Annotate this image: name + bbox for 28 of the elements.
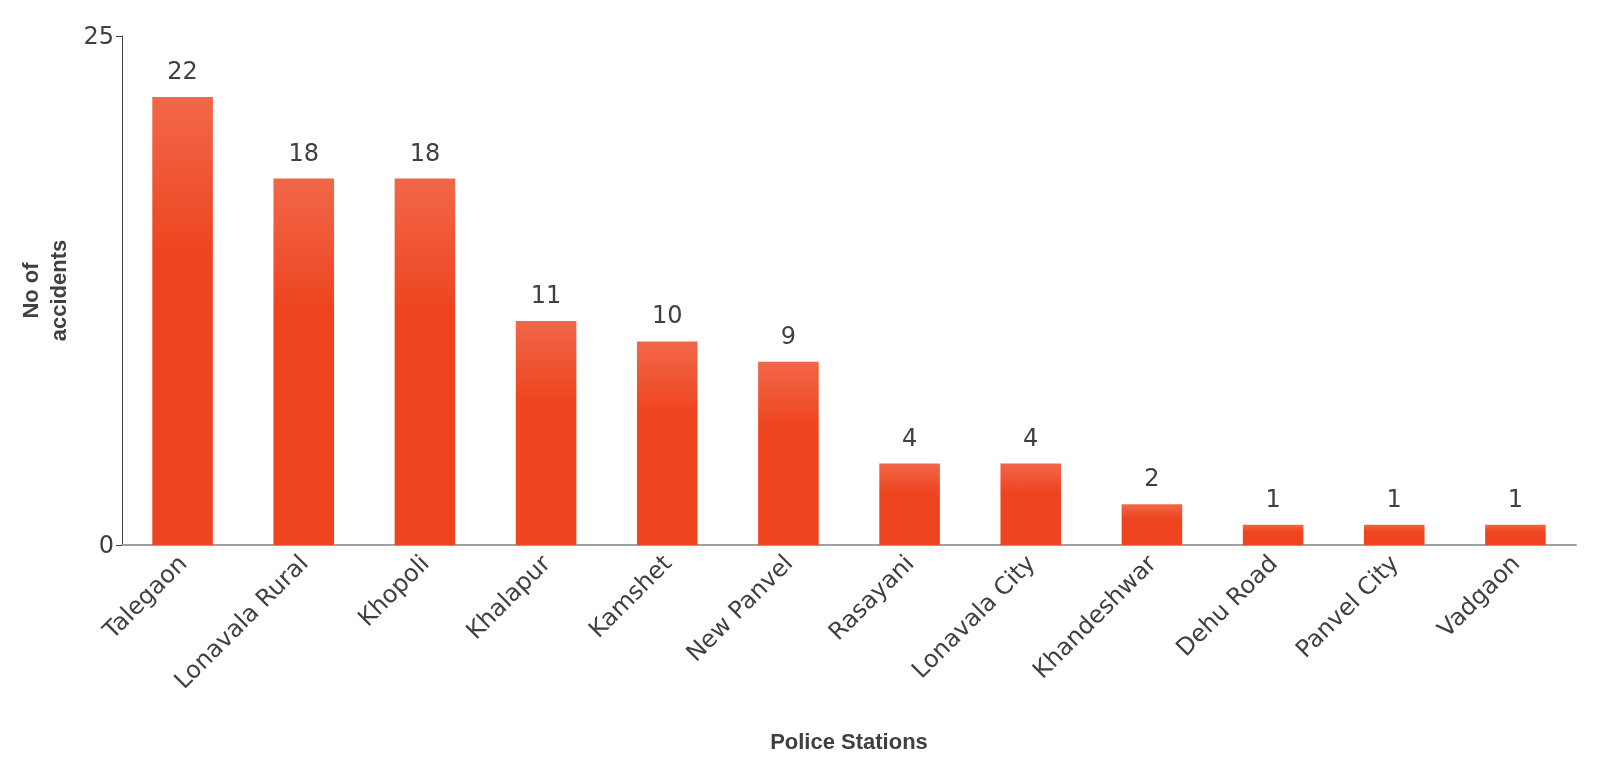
data-label: 11: [530, 281, 562, 310]
data-label: 1: [1386, 484, 1402, 513]
data-label: 10: [651, 301, 683, 330]
bar: [394, 178, 456, 545]
data-label: 4: [1023, 423, 1039, 452]
bar: [515, 321, 577, 545]
data-label: 9: [780, 321, 797, 350]
bar: [1363, 524, 1425, 545]
data-label: 18: [288, 138, 320, 167]
data-label: 4: [901, 423, 918, 452]
data-label: 1: [1507, 484, 1524, 513]
bar: [879, 463, 940, 545]
bar: [1000, 463, 1062, 545]
bar: [758, 361, 819, 545]
bar: [273, 178, 335, 545]
bar: [1121, 504, 1183, 545]
bar: [636, 341, 698, 545]
y-axis-title: No of accidents: [17, 239, 71, 342]
bar: [1242, 524, 1304, 545]
bar: [1485, 524, 1546, 545]
y-tick-label: 25: [83, 22, 114, 50]
y-tick-label: 0: [98, 531, 114, 559]
data-label: 2: [1144, 464, 1160, 493]
bar: [152, 97, 213, 545]
data-label: 22: [167, 57, 198, 86]
data-label: 1: [1265, 484, 1281, 513]
data-label: 18: [409, 138, 441, 167]
x-axis-title: Police Stations: [770, 728, 928, 754]
